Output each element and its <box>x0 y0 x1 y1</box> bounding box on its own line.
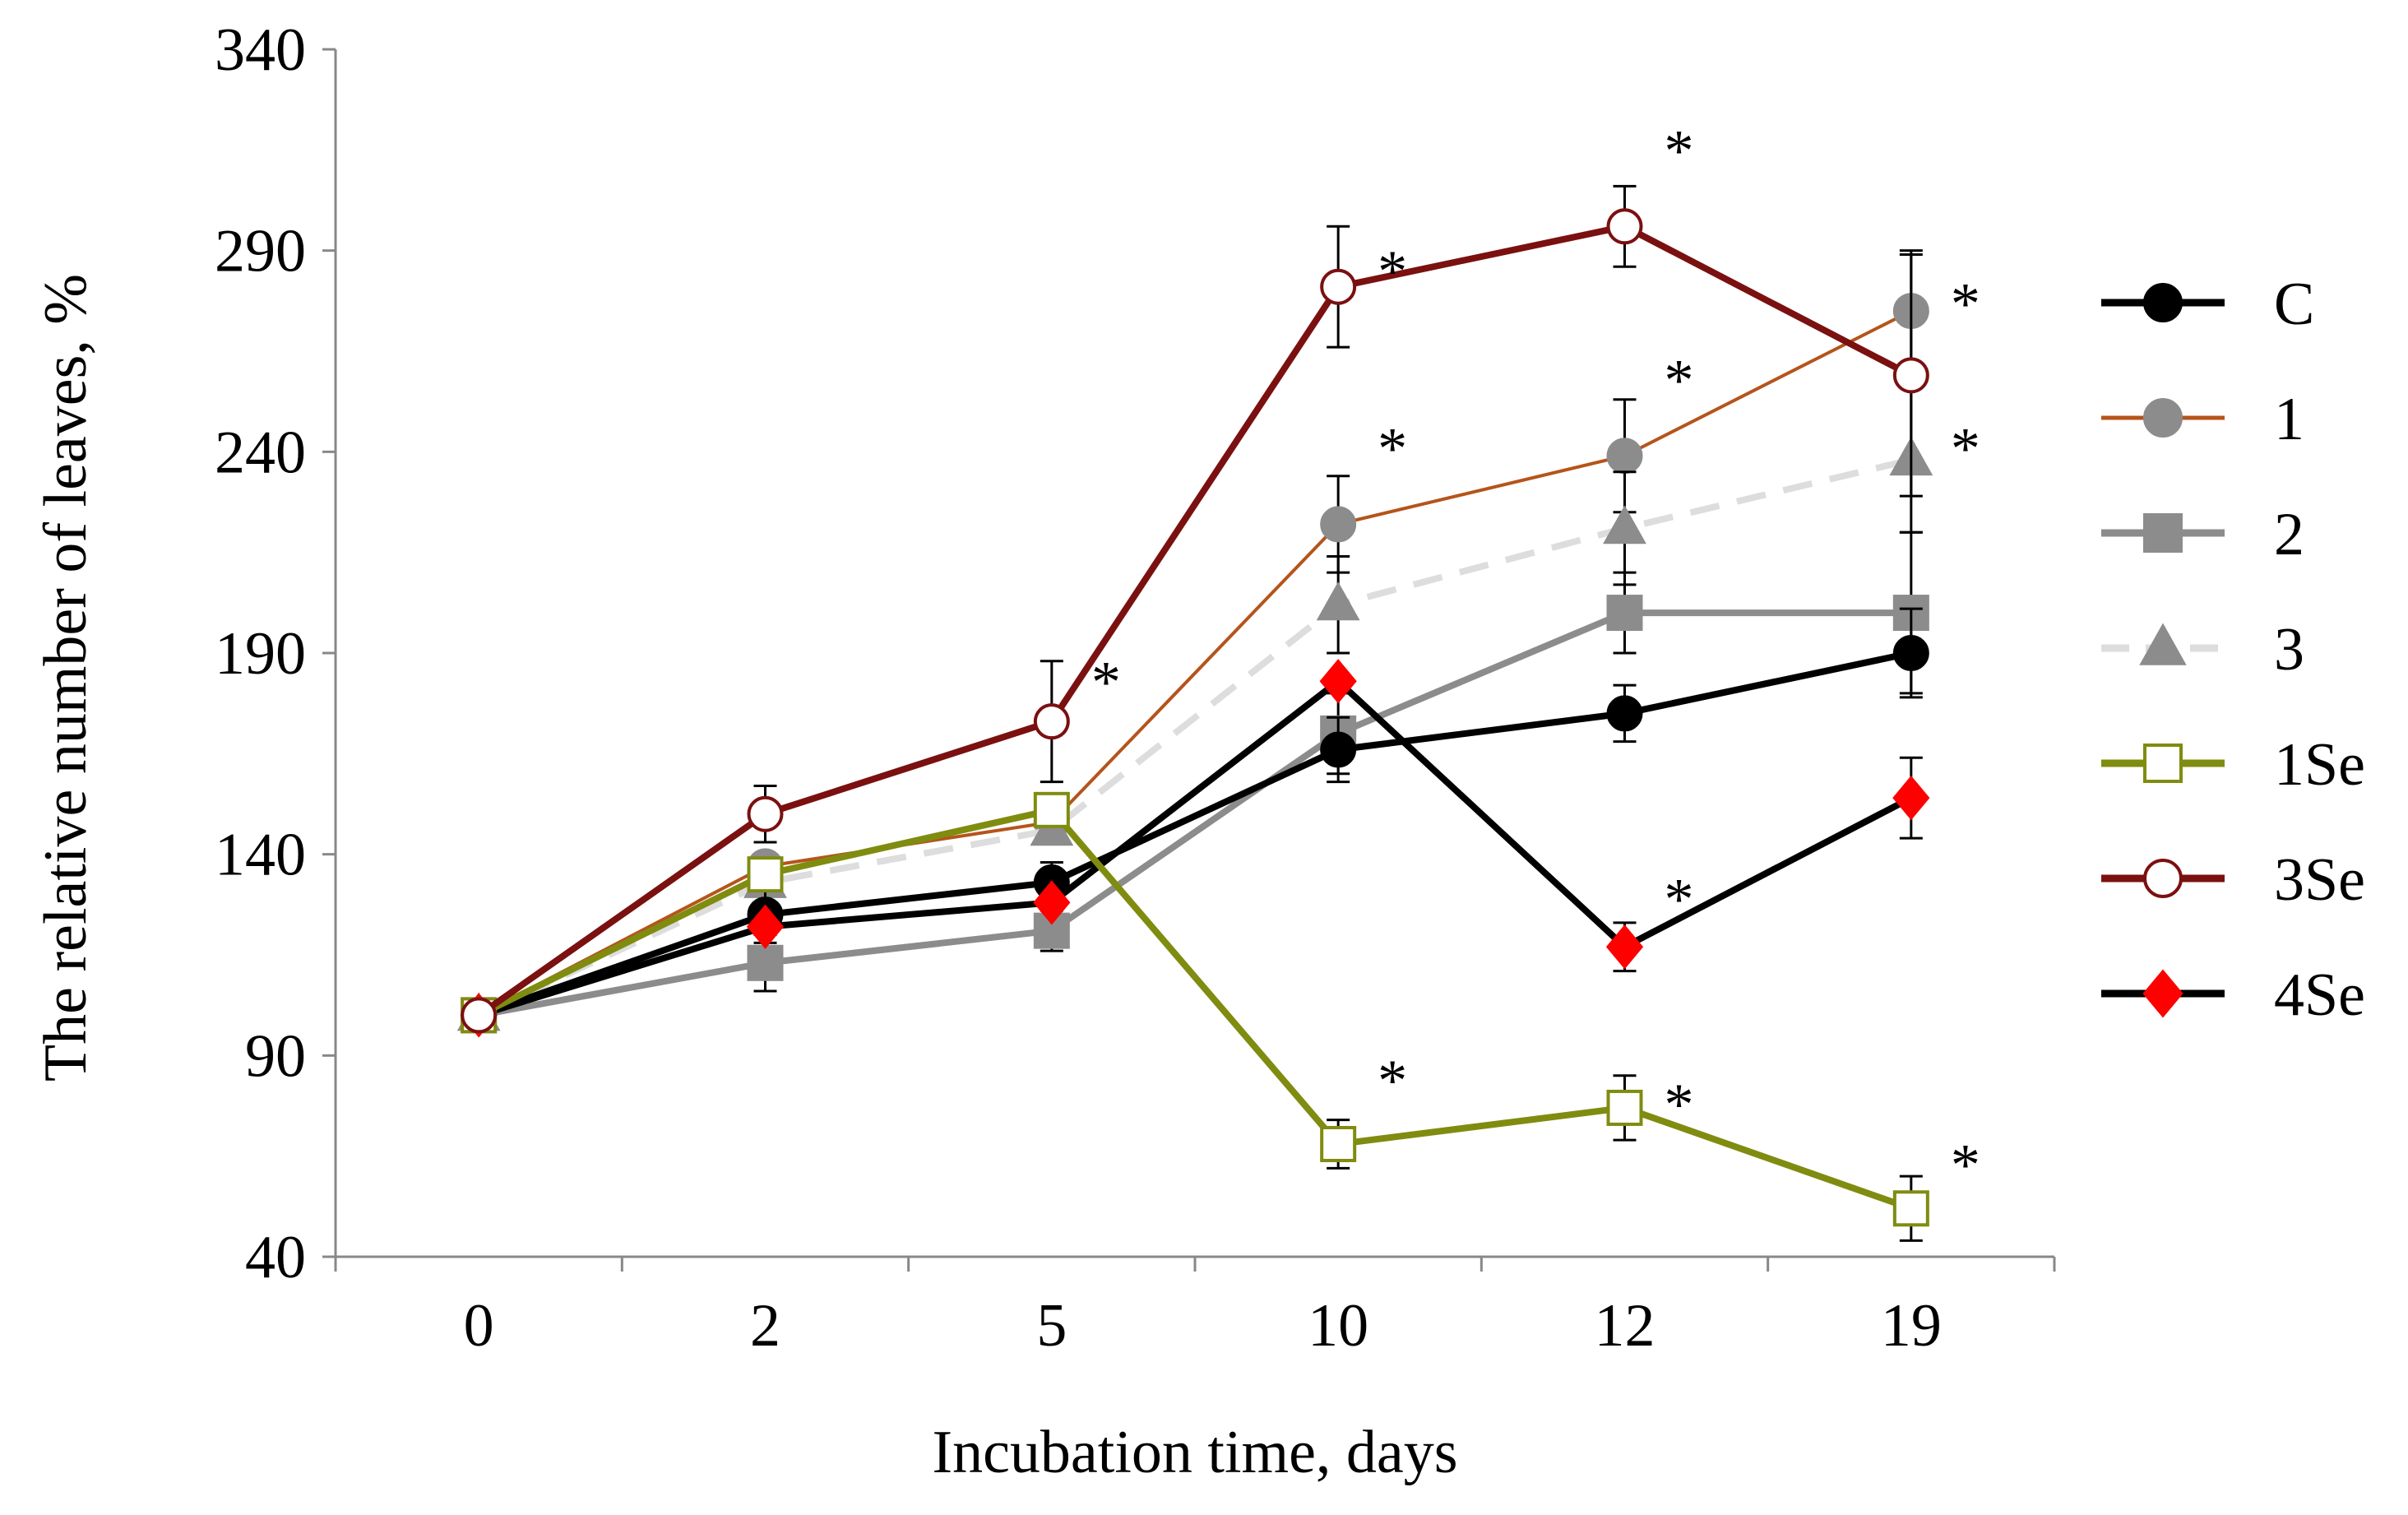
series-3-marker <box>1603 505 1646 544</box>
series-1-marker <box>1320 506 1357 543</box>
series-C-marker <box>1320 731 1357 768</box>
y-tick-label: 190 <box>215 620 306 688</box>
series-C-marker <box>1606 695 1643 732</box>
series-4Se-marker <box>2142 969 2183 1018</box>
series-1-marker <box>1606 438 1643 475</box>
y-tick-label: 90 <box>245 1022 306 1090</box>
x-tick-label: 19 <box>1881 1292 1942 1360</box>
legend-item-3Se: 3Se <box>2101 846 2365 914</box>
series-1Se-marker <box>2143 744 2183 783</box>
significance-star: * <box>1951 1133 1980 1198</box>
series-3Se-marker <box>1033 703 1070 740</box>
x-tick-label: 2 <box>750 1292 780 1360</box>
legend-label: 4Se <box>2274 961 2365 1029</box>
significance-star: * <box>1378 1048 1407 1114</box>
y-tick-label: 290 <box>215 218 306 285</box>
legend-item-2: 2 <box>2101 501 2304 568</box>
series-3 <box>456 386 1933 1031</box>
series-3Se-line <box>476 223 1913 1018</box>
legend-item-4Se: 4Se <box>2101 961 2365 1029</box>
significance-markers: * * * * * * * * * * * <box>1091 118 1980 1198</box>
significance-star: * <box>1665 347 1694 413</box>
series-4Se-line <box>477 678 1913 1019</box>
significance-star: * <box>1665 867 1694 933</box>
series-2-marker <box>747 944 784 981</box>
series-4Se-marker <box>1605 924 1644 970</box>
series-C-line <box>477 650 1912 1019</box>
legend-label: C <box>2274 271 2314 338</box>
series-4Se-marker <box>1892 776 1930 821</box>
legend-label: 3Se <box>2274 846 2365 914</box>
legend-label: 2 <box>2274 501 2304 568</box>
series-C-marker <box>2143 283 2183 322</box>
significance-star: * <box>1665 1072 1694 1137</box>
x-tick-label: 5 <box>1036 1292 1067 1360</box>
series-1Se-marker <box>1320 1125 1357 1162</box>
significance-star: * <box>1951 271 1980 336</box>
series-2-marker <box>1606 595 1643 632</box>
legend-item-3: 3 <box>2101 616 2304 683</box>
y-tick-label: 340 <box>215 16 306 84</box>
series-1Se-marker <box>1606 1089 1643 1126</box>
series-3Se-marker <box>2143 859 2183 898</box>
series-1Se-marker <box>1033 791 1070 828</box>
series-1Se-marker <box>1892 1190 1929 1227</box>
series-2-marker <box>2143 513 2183 553</box>
series-3Se-marker <box>1606 208 1643 245</box>
legend-item-1Se: 1Se <box>2101 731 2365 799</box>
significance-star: * <box>1091 649 1121 715</box>
series-3Se <box>461 184 1929 1034</box>
series-4Se-marker <box>1319 659 1357 704</box>
series-4Se-marker <box>1033 880 1071 925</box>
series-2 <box>461 530 1929 1034</box>
series-3-marker <box>1316 581 1360 621</box>
significance-star: * <box>1665 118 1694 183</box>
series-3Se-marker <box>1892 357 1929 394</box>
series-1Se <box>461 791 1929 1242</box>
series-1Se-line <box>477 806 1913 1212</box>
x-tick-label: 10 <box>1308 1292 1368 1360</box>
series-2-line <box>478 609 1911 1019</box>
series-3-marker <box>2139 623 2187 665</box>
x-tick-label: 0 <box>464 1292 494 1360</box>
significance-star: * <box>1951 416 1980 482</box>
axes: 40 90 140 190 240 290 340 0 2 5 10 12 19 <box>215 16 2056 1360</box>
series-3-line <box>477 456 1912 1019</box>
series-1-marker <box>2143 398 2183 438</box>
series-3Se-marker <box>747 795 784 832</box>
series-C-marker <box>1892 635 1929 671</box>
y-axis-title: The relative number of leaves, % <box>32 274 100 1082</box>
x-axis-title: Incubation time, days <box>932 1419 1457 1486</box>
legend-label: 3 <box>2274 616 2304 683</box>
legend-item-C: C <box>2101 271 2314 338</box>
legend: C 1 2 3 1Se 3Se 4Se <box>2101 271 2365 1029</box>
series-3Se-marker <box>1320 268 1357 305</box>
x-tick-label: 12 <box>1595 1292 1656 1360</box>
y-tick-label: 140 <box>215 822 306 889</box>
series-4Se-marker <box>746 904 785 949</box>
significance-star: * <box>1378 416 1407 482</box>
y-tick-label: 40 <box>245 1224 306 1291</box>
series-1Se-marker <box>747 856 784 893</box>
legend-label: 1Se <box>2274 731 2365 799</box>
legend-item-1: 1 <box>2101 386 2304 453</box>
significance-star: * <box>1378 239 1407 304</box>
legend-label: 1 <box>2274 386 2304 453</box>
series-group <box>456 184 1933 1242</box>
series-1-line <box>478 309 1912 1017</box>
series-3Se-marker <box>461 997 498 1034</box>
y-tick-label: 240 <box>215 419 306 486</box>
